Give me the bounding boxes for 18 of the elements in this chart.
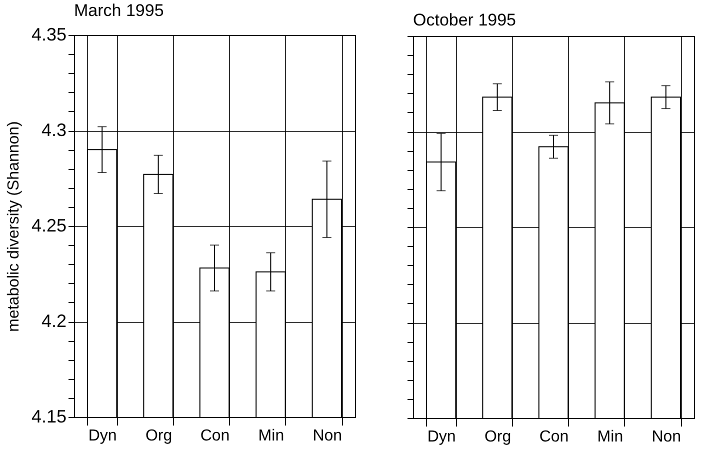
y-tick-label: 4.2 bbox=[41, 311, 66, 331]
x-tick-label: Con bbox=[200, 428, 230, 444]
y-tick-label: 4.15 bbox=[31, 406, 66, 426]
y-axis-title: metabolic diversity (Shannon) bbox=[5, 121, 22, 332]
x-tick-label: Org bbox=[145, 428, 172, 444]
x-tick-label: Con bbox=[539, 428, 569, 446]
x-tick-label: Dyn bbox=[88, 428, 117, 444]
y-tick-label: 4.25 bbox=[31, 216, 66, 236]
chart-title: October 1995 bbox=[413, 10, 516, 30]
x-tick-label: Non bbox=[652, 428, 682, 446]
x-tick-label: Min bbox=[597, 428, 624, 446]
x-tick-label: Non bbox=[312, 428, 342, 444]
x-tick-label: Min bbox=[258, 428, 284, 444]
y-tick-label: 4.3 bbox=[41, 120, 66, 140]
chart-title: March 1995 bbox=[74, 1, 164, 20]
x-tick-label: Dyn bbox=[427, 428, 456, 446]
y-tick-label: 4.35 bbox=[31, 24, 66, 44]
x-tick-label: Org bbox=[484, 428, 512, 446]
